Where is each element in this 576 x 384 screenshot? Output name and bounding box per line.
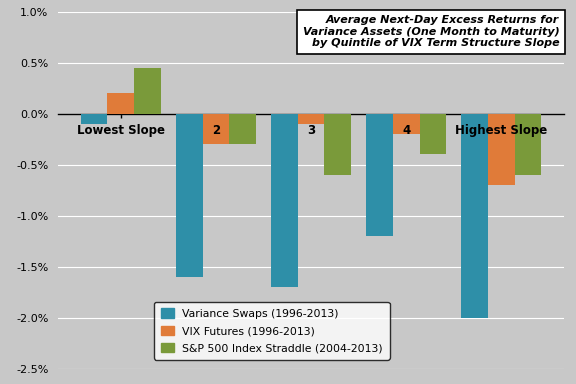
Text: Highest Slope: Highest Slope	[456, 124, 548, 137]
Text: 3: 3	[307, 124, 315, 137]
Bar	[366, 114, 393, 236]
Text: Lowest Slope: Lowest Slope	[77, 124, 165, 137]
Bar	[488, 114, 515, 185]
Legend: Variance Swaps (1996-2013), VIX Futures (1996-2013), S&P 500 Index Straddle (200: Variance Swaps (1996-2013), VIX Futures …	[154, 302, 389, 360]
Bar	[271, 114, 298, 287]
Text: 2: 2	[212, 124, 220, 137]
Bar	[107, 93, 134, 114]
Bar	[461, 114, 488, 318]
Bar	[419, 114, 446, 154]
Bar	[298, 114, 324, 124]
Bar	[515, 114, 541, 175]
Bar	[176, 114, 203, 277]
Bar	[81, 114, 107, 124]
Text: 4: 4	[402, 124, 410, 137]
Bar	[229, 114, 256, 144]
Bar	[203, 114, 229, 144]
Text: Average Next-Day Excess Returns for
Variance Assets (One Month to Maturity)
by Q: Average Next-Day Excess Returns for Vari…	[302, 15, 559, 48]
Bar	[324, 114, 351, 175]
Bar	[134, 68, 161, 114]
Bar	[393, 114, 419, 134]
